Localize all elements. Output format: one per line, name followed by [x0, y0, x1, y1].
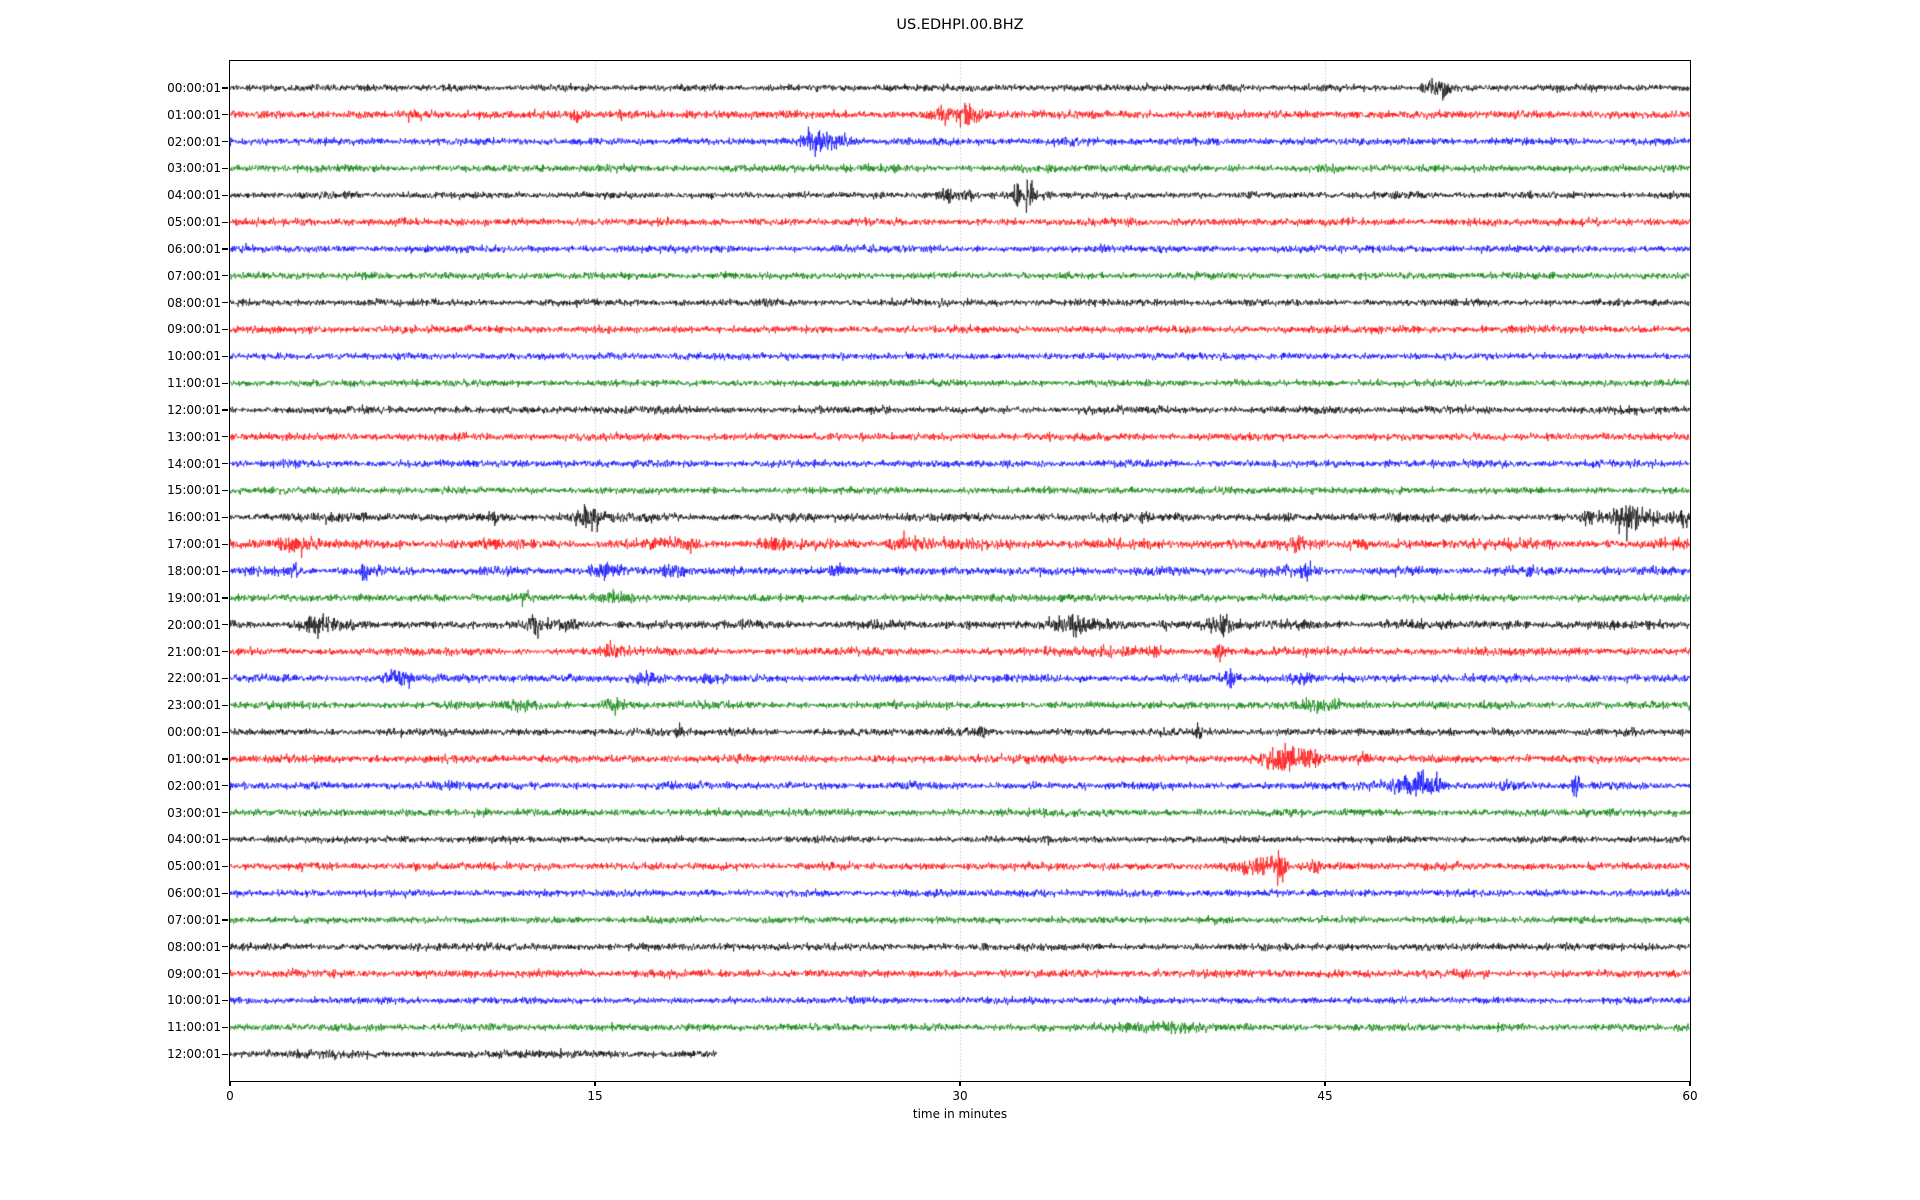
y-tick-label: 00:00:01 [167, 725, 221, 740]
y-tick-label: 23:00:01 [167, 698, 221, 713]
y-tick-label: 18:00:01 [167, 564, 221, 578]
x-tick-mark [229, 1081, 231, 1086]
x-tick-mark [1324, 1081, 1326, 1086]
y-tick-label: 12:00:01 [167, 402, 221, 417]
y-tick-label: 04:00:01 [167, 188, 221, 203]
y-tick-label: 17:00:01 [167, 537, 221, 552]
y-tick-mark [222, 838, 228, 841]
y-tick-label: 06:00:01 [167, 886, 221, 901]
seismogram-canvas [229, 60, 1690, 1081]
y-tick-label: 07:00:01 [167, 268, 221, 283]
y-tick-mark [222, 409, 228, 411]
y-tick-label: 03:00:01 [167, 161, 221, 176]
y-tick-mark [222, 463, 228, 465]
y-tick-mark [222, 570, 228, 572]
y-tick-label: 08:00:01 [167, 295, 221, 310]
y-tick-mark [222, 785, 228, 787]
y-tick-label: 12:00:01 [167, 1047, 221, 1062]
y-tick-mark [222, 516, 228, 518]
y-tick-label: 10:00:01 [167, 349, 221, 364]
y-tick-mark [222, 704, 228, 706]
y-tick-label: 03:00:01 [167, 805, 221, 820]
y-tick-label: 20:00:01 [167, 617, 221, 632]
x-tick-label: 30 [952, 1089, 968, 1103]
x-tick-mark [1689, 1081, 1691, 1086]
y-tick-mark [222, 167, 228, 170]
y-tick-mark [222, 946, 228, 948]
y-tick-mark [222, 87, 228, 89]
y-tick-mark [222, 597, 228, 599]
y-tick-mark [222, 382, 228, 384]
y-tick-mark [222, 141, 228, 143]
y-tick-label: 04:00:01 [167, 832, 221, 847]
y-tick-mark [222, 114, 228, 116]
y-tick-mark [222, 248, 228, 250]
y-tick-mark [222, 677, 228, 680]
y-tick-mark [222, 275, 228, 277]
y-tick-label: 10:00:01 [167, 993, 221, 1008]
y-tick-mark [222, 221, 228, 223]
y-tick-mark [222, 355, 228, 357]
y-tick-label: 11:00:01 [167, 1020, 221, 1035]
y-tick-mark [222, 758, 228, 760]
x-axis-title: time in minutes [912, 1107, 1008, 1121]
y-tick-label: 05:00:01 [167, 215, 221, 230]
y-tick-mark [222, 865, 228, 867]
y-tick-label: 01:00:01 [167, 751, 221, 766]
y-tick-mark [222, 812, 228, 814]
y-tick-label: 22:00:01 [167, 671, 221, 686]
y-tick-label: 06:00:01 [167, 241, 221, 256]
y-tick-label: 09:00:01 [167, 322, 221, 337]
y-tick-label: 01:00:01 [167, 107, 221, 122]
y-tick-mark [222, 892, 228, 894]
chart-title: US.EDHPI.00.BHZ [896, 17, 1024, 33]
y-tick-mark [222, 543, 228, 545]
y-tick-label: 02:00:01 [167, 778, 221, 793]
y-tick-mark [222, 731, 228, 733]
y-tick-label: 09:00:01 [167, 966, 221, 981]
y-tick-mark [222, 919, 228, 921]
y-tick-mark [222, 194, 228, 196]
y-tick-label: 00:00:01 [167, 80, 221, 95]
x-tick-label: 15 [587, 1089, 603, 1103]
y-tick-mark [222, 489, 228, 492]
x-tick-label: 45 [1317, 1089, 1333, 1103]
y-tick-mark [222, 1053, 228, 1055]
x-tick-label: 60 [1682, 1089, 1698, 1103]
y-tick-mark [222, 624, 228, 626]
y-tick-label: 08:00:01 [167, 939, 221, 954]
y-tick-mark [222, 302, 228, 304]
plot-area [228, 59, 1691, 1082]
y-tick-label: 13:00:01 [167, 429, 221, 444]
x-tick-mark [594, 1081, 596, 1086]
y-tick-mark [222, 973, 228, 975]
y-tick-label: 21:00:01 [167, 644, 221, 659]
y-tick-mark [222, 328, 228, 331]
y-tick-label: 11:00:01 [167, 376, 221, 391]
y-tick-mark [222, 651, 228, 653]
x-tick-label: 0 [226, 1089, 234, 1103]
y-tick-label: 15:00:01 [167, 483, 221, 498]
y-tick-label: 16:00:01 [167, 510, 221, 525]
y-tick-label: 02:00:01 [167, 134, 221, 149]
y-tick-mark [222, 1026, 228, 1028]
x-tick-mark [959, 1081, 961, 1086]
y-tick-label: 19:00:01 [167, 590, 221, 605]
y-tick-label: 14:00:01 [167, 456, 221, 471]
y-tick-label: 05:00:01 [167, 859, 221, 874]
y-tick-mark [222, 999, 228, 1002]
y-tick-mark [222, 436, 228, 438]
y-tick-label: 07:00:01 [167, 912, 221, 927]
